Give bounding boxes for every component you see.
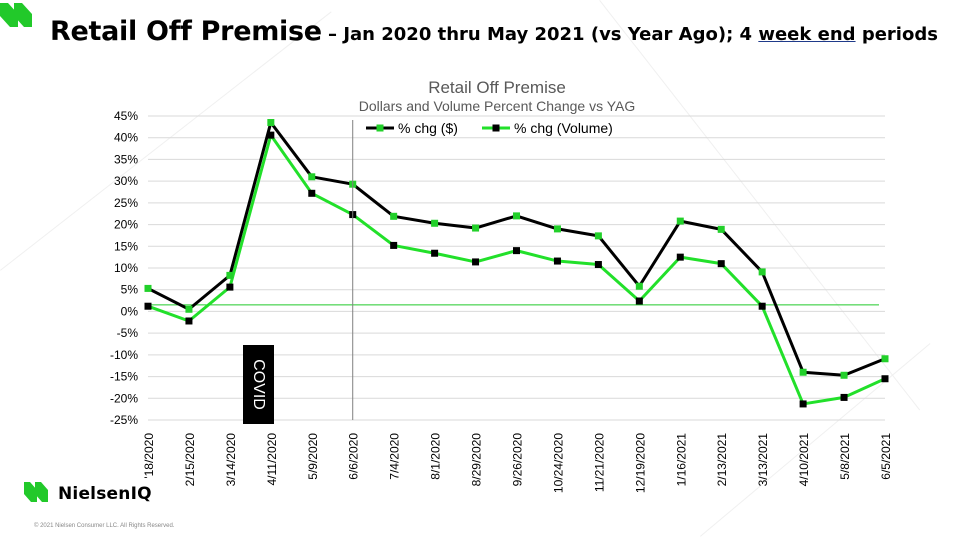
event-marker: COVID	[243, 120, 354, 424]
data-point-series-1	[758, 302, 766, 310]
y-tick-label: 30%	[114, 174, 138, 188]
legend-label-0: % chg ($)	[398, 120, 458, 136]
legend-marker-1	[492, 124, 500, 132]
data-point-series-1	[390, 241, 398, 249]
data-point-series-0	[308, 173, 316, 181]
data-point-series-1	[881, 375, 889, 383]
data-point-series-0	[472, 224, 480, 232]
data-point-series-0	[881, 355, 889, 363]
x-tick-label: 4/11/2020	[265, 433, 279, 486]
y-tick-label: 25%	[114, 196, 138, 210]
event-label-text: COVID	[250, 359, 267, 410]
legend: % chg ($) % chg (Volume)	[366, 120, 613, 136]
x-tick-label: 7/4/2020	[388, 433, 402, 480]
x-tick-label: 3/13/2021	[756, 433, 770, 487]
data-point-series-0	[594, 232, 602, 240]
data-point-series-1	[472, 258, 480, 266]
slide-title-subtitle: – Jan 2020 thru May 2021 (vs Year Ago); …	[321, 24, 938, 45]
y-tick-label: 0%	[121, 304, 139, 318]
data-point-series-0	[635, 282, 643, 290]
data-point-series-1	[431, 249, 439, 257]
nielseniq-logo-icon	[24, 482, 48, 502]
y-tick-label: 40%	[114, 131, 138, 145]
copyright-text: © 2021 Nielsen Consumer LLC. All Rights …	[34, 523, 175, 529]
data-point-series-1	[267, 131, 275, 139]
data-point-series-1	[840, 393, 848, 401]
data-point-series-1	[553, 257, 561, 265]
data-point-series-0	[553, 225, 561, 233]
x-axis: '18/2020 2/15/2020 3/14/2020 4/11/2020 5/9/2…	[142, 433, 893, 493]
data-point-series-0	[513, 212, 520, 220]
data-point-series-0	[226, 271, 234, 279]
y-axis: 45% 40% 35% 30% 25% 20% 15% 10% 5% 0% -5% -10% -15% -…	[110, 109, 138, 427]
x-tick-label: 11/21/2020	[592, 433, 606, 492]
y-tick-label: 45%	[114, 109, 138, 123]
data-point-series-0	[758, 268, 766, 276]
data-point-series-1	[144, 302, 152, 310]
data-point-series-0	[144, 284, 152, 292]
chart-title: Retail Off Premise	[428, 78, 566, 97]
x-tick-label: 10/24/2020	[551, 433, 565, 493]
data-point-series-1	[513, 247, 520, 255]
event-label-box	[243, 345, 274, 424]
data-point-series-1	[799, 400, 807, 408]
data-point-series-0	[431, 219, 439, 227]
y-tick-label: -5%	[117, 326, 139, 340]
x-tick-label: 5/8/2021	[838, 433, 852, 480]
x-tick-label: 2/13/2021	[715, 433, 729, 487]
y-tick-label: -25%	[110, 413, 138, 427]
x-tick-label: 5/9/2020	[306, 433, 320, 480]
data-point-series-1	[185, 317, 193, 325]
y-tick-label: -10%	[110, 348, 138, 362]
data-point-series-0	[717, 225, 725, 233]
x-tick-label: 12/19/2020	[633, 433, 647, 493]
data-point-series-1	[594, 261, 602, 269]
brand-footer: NielsenIQ	[24, 482, 152, 506]
y-tick-label: -15%	[110, 370, 138, 384]
x-tick-label: 8/29/2020	[470, 433, 484, 487]
data-point-series-1	[717, 260, 725, 268]
y-tick-label: 20%	[114, 218, 138, 232]
data-point-series-1	[635, 297, 643, 305]
x-tick-label: 8/1/2020	[429, 433, 443, 480]
x-tick-label: 6/5/2021	[879, 433, 893, 480]
chart-subtitle: Dollars and Volume Percent Change vs YAG	[359, 98, 636, 114]
data-point-series-0	[390, 212, 398, 220]
y-tick-label: 5%	[121, 283, 139, 297]
slide-title-main: Retail Off Premise	[50, 16, 322, 47]
x-tick-label: 6/6/2020	[347, 433, 361, 480]
data-point-series-0	[799, 368, 807, 376]
y-tick-label: 15%	[114, 239, 138, 253]
data-point-series-1	[676, 253, 684, 261]
legend-label-1: % chg (Volume)	[514, 120, 613, 136]
brand-name: NielsenIQ	[58, 484, 152, 504]
y-tick-label: -20%	[110, 391, 138, 405]
x-tick-label: 3/14/2020	[224, 433, 238, 487]
data-point-series-0	[267, 119, 275, 127]
data-point-series-1	[308, 189, 316, 197]
data-point-series-0	[676, 217, 684, 225]
slide-title: Retail Off Premise – Jan 2020 thru May 2…	[50, 16, 938, 47]
x-tick-label: '18/2020	[142, 433, 156, 479]
x-tick-label: 1/16/2021	[674, 433, 688, 487]
x-tick-label: 9/26/2020	[511, 433, 525, 487]
x-tick-label: 4/10/2021	[797, 433, 811, 487]
data-point-series-0	[840, 371, 848, 379]
data-point-series-1	[226, 283, 234, 291]
y-tick-label: 10%	[114, 261, 138, 275]
series-layer	[144, 119, 889, 408]
y-tick-label: 35%	[114, 152, 138, 166]
x-tick-label: 2/15/2020	[183, 433, 197, 487]
legend-marker-0	[376, 124, 384, 132]
brand-corner-logo-icon	[0, 3, 32, 27]
data-point-series-0	[185, 305, 193, 313]
